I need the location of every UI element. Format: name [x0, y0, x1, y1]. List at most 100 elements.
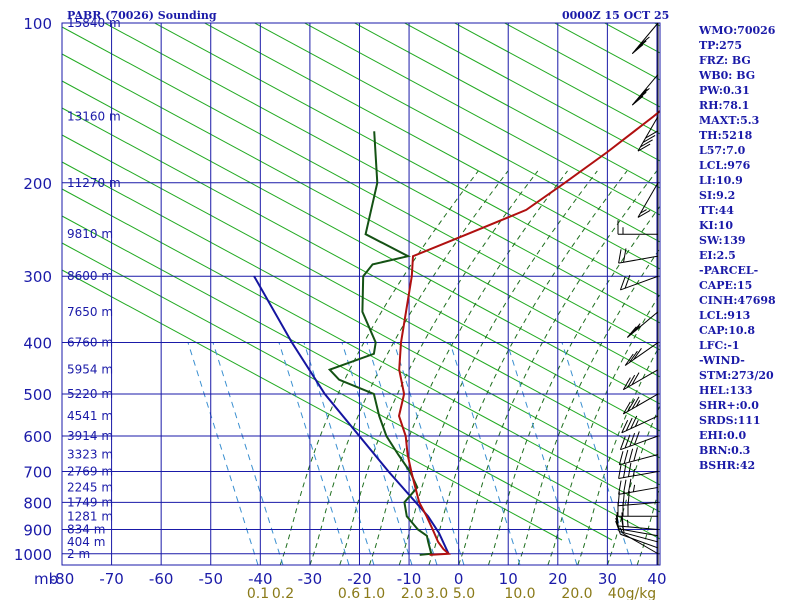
temperature-tick-label: -60	[149, 570, 174, 588]
wind-barb	[631, 74, 659, 106]
index-value: SRDS:111	[699, 414, 761, 427]
wind-barb-shaft	[618, 471, 659, 479]
height-label: 7650 m	[67, 305, 113, 319]
wind-barb-feather	[624, 434, 631, 449]
mixing-ratio-line	[212, 342, 284, 565]
wind-barb-feather	[619, 276, 626, 291]
wind-barb-feather	[635, 91, 647, 102]
wind-barb-feather	[621, 419, 629, 434]
wind-barb-feather	[633, 347, 642, 361]
mixing-ratio-label: 10.0	[504, 586, 535, 600]
dry-adiabat-line	[62, 188, 660, 513]
pressure-tick-label: 400	[23, 335, 52, 353]
height-label: 404 m	[67, 535, 105, 549]
height-label: 8600 m	[67, 269, 113, 283]
moist-adiabat-line	[458, 170, 658, 565]
index-value: WB0: BG	[699, 69, 756, 82]
dry-adiabat-line	[153, 23, 660, 297]
height-label: 2 m	[67, 547, 90, 561]
wind-barb-feather	[623, 449, 629, 464]
wind-barb-shaft	[618, 525, 659, 530]
mixing-ratio-line	[187, 342, 259, 565]
wind-barb-shaft	[618, 501, 659, 507]
index-value: TP:275	[699, 39, 743, 52]
mixing-ratio-line	[341, 342, 413, 565]
wind-barb-feather	[631, 396, 640, 410]
dewpoint-trace	[327, 131, 433, 556]
dry-adiabat-line	[453, 23, 660, 135]
wind-barb-feather	[640, 209, 647, 214]
index-value: LCL:976	[699, 159, 751, 172]
dry-adiabat-line	[203, 23, 660, 270]
temperature-tick-label: -30	[298, 570, 323, 588]
wind-barb	[618, 462, 659, 479]
moist-adiabat-line	[428, 170, 628, 565]
wind-barb-feather	[623, 248, 627, 263]
wind-barb-feather	[630, 415, 638, 429]
index-value: TT:44	[699, 204, 734, 217]
index-value: KI:10	[699, 219, 734, 232]
height-label: 11270 m	[67, 176, 121, 190]
height-label: 9810 m	[67, 227, 113, 241]
index-value: SI:9.2	[699, 189, 736, 202]
wind-barb-feather	[637, 143, 651, 152]
wind-barb-feather	[634, 419, 639, 427]
index-value: SW:139	[699, 234, 746, 247]
moist-adiabat-line	[309, 170, 509, 565]
dry-adiabat-line	[503, 23, 660, 108]
dry-adiabat-line	[253, 23, 660, 243]
wind-barb-feather	[624, 274, 631, 289]
pressure-tick-label: 100	[23, 15, 52, 33]
height-label: 3914 m	[67, 429, 113, 443]
mixing-ratio-line	[449, 342, 521, 565]
wind-barb	[617, 220, 658, 235]
dry-adiabat-line	[62, 80, 660, 405]
wind-barb	[631, 22, 659, 55]
wind-barb-shaft	[621, 415, 659, 434]
temperature-trace	[397, 109, 660, 556]
moist-adiabat-line	[517, 247, 660, 565]
wind-barb-feather	[645, 130, 658, 139]
moist-adiabat-line	[339, 170, 539, 565]
wind-barb-feather	[642, 135, 656, 143]
height-label: 1281 m	[67, 509, 113, 523]
dry-adiabat-line	[103, 23, 660, 324]
dry-adiabat-line	[62, 26, 660, 351]
index-value: EI:2.5	[699, 249, 736, 262]
pressure-tick-label: 900	[23, 521, 52, 539]
wind-barb-feather	[622, 377, 631, 390]
wind-barb-feather	[628, 448, 634, 463]
index-value: BSHR:42	[699, 459, 756, 472]
index-value: FRZ: BG	[699, 54, 751, 67]
dry-adiabat-line	[62, 107, 660, 432]
wind-barb-feather	[633, 447, 638, 462]
index-value: LCL:913	[699, 309, 751, 322]
wind-barb-feather	[630, 323, 641, 335]
height-label: 4541 m	[67, 409, 113, 423]
index-value: CINH:47698	[699, 294, 776, 307]
index-value: HEL:133	[699, 384, 753, 397]
dry-adiabat-line	[403, 23, 660, 162]
wind-barb	[637, 116, 659, 152]
wind-barb-feather	[629, 432, 636, 447]
pressure-tick-label: 200	[23, 175, 52, 193]
wind-barb-feather	[627, 490, 630, 505]
wind-barb-feather	[634, 431, 640, 445]
height-label: 15840 m	[67, 16, 121, 30]
wind-barb-shaft	[637, 116, 659, 152]
mixing-ratio-line	[393, 342, 465, 565]
wind-barb-feather	[627, 462, 632, 477]
wind-barb-feather	[621, 512, 624, 527]
index-value: -WIND-	[699, 354, 745, 367]
mixing-ratio-line	[278, 342, 350, 565]
index-value: WMO:70026	[699, 24, 776, 37]
temperature-tick-label: -20	[347, 570, 372, 588]
wind-barb-shaft	[620, 533, 659, 549]
wind-barb	[624, 342, 659, 366]
moist-adiabat-line	[279, 170, 479, 565]
wind-barb-feather	[637, 209, 651, 218]
wind-barb-feather	[628, 350, 638, 363]
wind-barb-feather	[619, 436, 626, 450]
wind-barb-shaft	[618, 255, 659, 264]
pressure-tick-label: 800	[23, 494, 52, 512]
